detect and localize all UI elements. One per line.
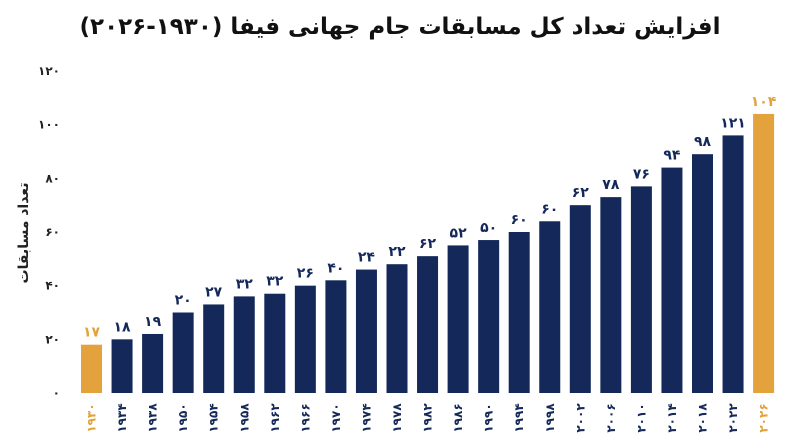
bar [233, 296, 255, 393]
bar [172, 312, 194, 393]
x-tick-label: ۱۹۵۴ [207, 403, 221, 432]
x-tick-label: ۲۰۲۶ [757, 403, 771, 432]
data-labels-group: ۱۷ ۱۸ ۱۹ ۲۰ ۲۷ ۳۲ ۳۲ ۲۶ ۴۰ ۲۴ ۲۲ ۶۲ ۵۲ ۵۰ ۶۰ ۶۰ ۶۲ ۷۸ ۷۶ ۹۴… [83, 94, 777, 341]
x-tick-label: ۲۰۲۲ [726, 403, 740, 433]
data-label: ۶۰ [511, 212, 528, 228]
data-label: ۱۸ [114, 319, 132, 335]
x-axis-labels-group: ۱۹۳۰ ۱۹۳۴ ۱۹۳۸ ۱۹۵۰ ۱۹۵۴ ۱۹۵۸ ۱۹۶۲ ۱۹۶۶ ۱۹۷۰ ۱۹۷۴… [85, 403, 771, 433]
data-label: ۲۰ [175, 293, 192, 309]
data-label: ۵۰ [480, 220, 497, 236]
data-label: ۹۸ [694, 134, 712, 150]
x-tick-label: ۱۹۵۰ [176, 403, 190, 432]
data-label: ۲۷ [205, 284, 223, 300]
x-tick-label: ۱۹۷۸ [390, 403, 404, 433]
data-label: ۲۲ [388, 244, 406, 260]
data-label: ۷۸ [602, 177, 620, 193]
data-label: ۶۲ [419, 236, 437, 252]
x-tick-label: ۱۹۳۰ [85, 403, 99, 432]
x-tick-label: ۱۹۶۶ [298, 403, 312, 432]
data-label: ۱۰۴ [751, 94, 777, 110]
bars-group [81, 113, 775, 393]
y-tick-label: ۱۰۰ [38, 118, 60, 132]
x-tick-label: ۱۹۳۸ [146, 403, 160, 433]
x-tick-label: ۱۹۷۴ [359, 403, 373, 432]
data-label: ۱۹ [144, 314, 162, 330]
data-label: ۵۲ [450, 225, 468, 241]
bar [692, 154, 713, 393]
data-label: ۴۰ [327, 260, 344, 276]
bar [508, 232, 530, 393]
bar [111, 339, 133, 393]
bar [264, 293, 286, 393]
x-tick-label: ۲۰۱۰ [634, 403, 648, 432]
x-tick-label: ۲۰۱۴ [665, 403, 679, 432]
bar [722, 135, 744, 393]
y-tick-label: ۴۰ [45, 279, 60, 293]
data-label: ۹۴ [663, 148, 681, 164]
bar [661, 167, 683, 393]
bar [478, 240, 500, 393]
x-tick-label: ۲۰۰۶ [604, 403, 618, 432]
bar [325, 280, 347, 393]
bar [294, 285, 316, 393]
data-label: ۱۷ [83, 325, 101, 341]
data-label: ۶۰ [541, 201, 558, 217]
x-tick-label: ۱۹۶۲ [268, 403, 282, 433]
bar [600, 197, 622, 393]
y-tick-label: ۲۰ [45, 332, 60, 346]
x-tick-label: ۱۹۹۰ [482, 403, 496, 432]
data-label: ۲۶ [297, 266, 314, 282]
bar [142, 333, 164, 393]
bar [753, 113, 775, 393]
y-tick-label: ۱۲۰ [38, 64, 60, 78]
x-tick-label: ۲۰۱۸ [696, 403, 710, 433]
y-axis-ticks: ۰ ۲۰ ۴۰ ۶۰ ۸۰ ۱۰۰ ۱۲۰ [38, 64, 60, 400]
data-label: ۳۲ [236, 276, 254, 292]
x-tick-label: ۱۹۳۴ [115, 403, 129, 432]
bar [417, 256, 439, 393]
data-label: ۳۲ [266, 274, 284, 290]
y-axis-label: تعداد مسابقات [16, 183, 32, 284]
bar [81, 344, 102, 393]
bar [447, 245, 469, 393]
chart-title: افزایش تعداد کل مسابقات جام جهانی فیفا (… [80, 14, 721, 40]
x-tick-label: ۱۹۵۸ [237, 403, 251, 433]
data-label: ۱۲۱ [720, 115, 746, 131]
x-tick-label: ۱۹۸۲ [421, 403, 435, 433]
data-label: ۷۶ [633, 166, 650, 182]
bar [355, 269, 377, 393]
y-tick-label: ۶۰ [45, 225, 60, 239]
bar [569, 205, 591, 393]
x-tick-label: ۱۹۸۶ [451, 403, 465, 432]
y-tick-label: ۸۰ [45, 171, 60, 185]
x-tick-label: ۱۹۷۰ [329, 403, 343, 432]
bar [539, 221, 561, 393]
x-tick-label: ۲۰۰۲ [573, 403, 587, 433]
bar [630, 186, 652, 393]
y-tick-label: ۰ [53, 386, 60, 400]
data-label: ۲۴ [358, 250, 376, 266]
x-tick-label: ۱۹۹۸ [543, 403, 557, 433]
data-label: ۶۲ [572, 185, 590, 201]
bar [203, 304, 225, 393]
x-tick-label: ۱۹۹۴ [512, 403, 526, 432]
bar [386, 264, 408, 393]
